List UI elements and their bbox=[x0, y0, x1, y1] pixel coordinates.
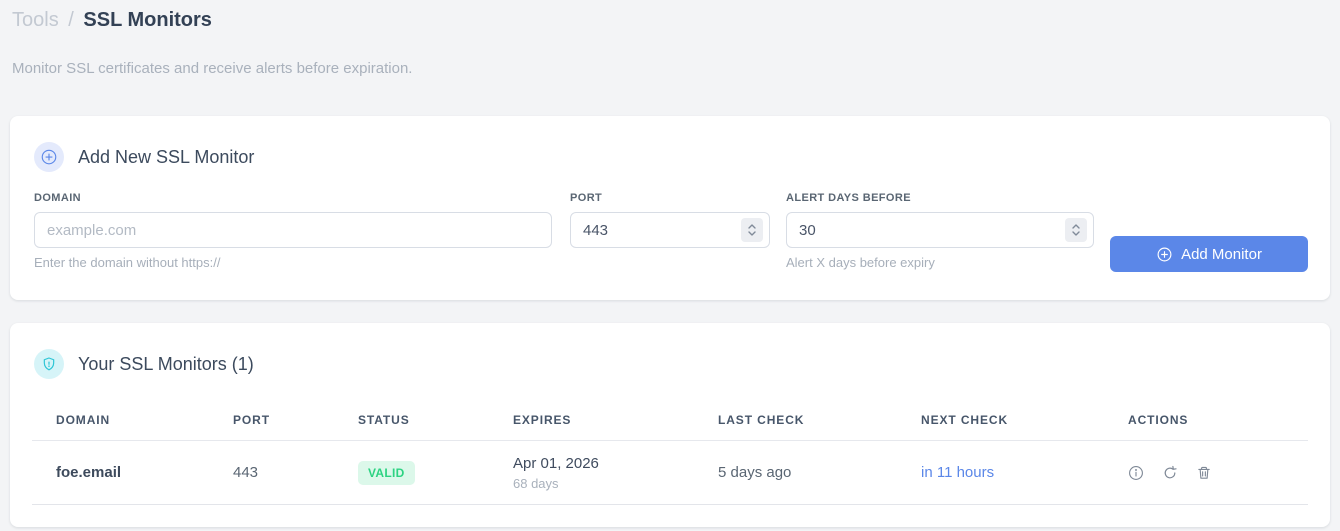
add-monitor-button[interactable]: Add Monitor bbox=[1110, 236, 1308, 272]
refresh-button[interactable] bbox=[1162, 465, 1178, 481]
monitor-domain: foe.email bbox=[32, 440, 233, 505]
add-monitor-card: Add New SSL Monitor DOMAIN Enter the dom… bbox=[10, 116, 1330, 300]
col-header-expires: EXPIRES bbox=[513, 391, 718, 441]
info-button[interactable] bbox=[1128, 465, 1144, 481]
table-row: foe.email 443 VALID Apr 01, 2026 68 days… bbox=[32, 440, 1308, 505]
monitor-actions-cell bbox=[1128, 440, 1308, 505]
domain-input[interactable] bbox=[34, 212, 552, 248]
col-header-actions: ACTIONS bbox=[1128, 391, 1308, 441]
col-header-next-check: NEXT CHECK bbox=[921, 391, 1128, 441]
port-stepper[interactable] bbox=[741, 218, 763, 242]
domain-helper: Enter the domain without https:// bbox=[34, 255, 221, 270]
domain-label: DOMAIN bbox=[34, 192, 82, 204]
col-header-port: PORT bbox=[233, 391, 358, 441]
refresh-icon bbox=[1162, 465, 1178, 481]
trash-icon bbox=[1196, 465, 1212, 481]
add-monitor-title: Add New SSL Monitor bbox=[78, 146, 255, 167]
add-monitor-button-label: Add Monitor bbox=[1181, 245, 1262, 263]
add-monitor-header: Add New SSL Monitor bbox=[10, 116, 1330, 172]
expires-days-remaining: 68 days bbox=[513, 475, 559, 491]
port-label: PORT bbox=[570, 192, 603, 204]
page-title: SSL Monitors bbox=[83, 9, 212, 31]
page-subtitle: Monitor SSL certificates and receive ale… bbox=[12, 60, 413, 77]
monitors-table: DOMAIN PORT STATUS EXPIRES LAST CHECK NE… bbox=[32, 391, 1308, 505]
breadcrumb: Tools / SSL Monitors bbox=[12, 8, 1328, 32]
monitor-expires-cell: Apr 01, 2026 68 days bbox=[513, 440, 718, 505]
col-header-domain: DOMAIN bbox=[32, 391, 233, 441]
alert-days-field-group: ALERT DAYS BEFORE Alert X days before ex… bbox=[786, 192, 1094, 270]
port-input[interactable] bbox=[570, 212, 770, 248]
monitor-port: 443 bbox=[233, 440, 358, 505]
monitor-last-check: 5 days ago bbox=[718, 440, 921, 505]
monitors-header: Your SSL Monitors (1) bbox=[10, 323, 1330, 379]
info-icon bbox=[1128, 465, 1144, 481]
circle-plus-icon bbox=[1156, 246, 1173, 263]
col-header-status: STATUS bbox=[358, 391, 513, 441]
delete-button[interactable] bbox=[1196, 465, 1212, 481]
monitor-next-check: in 11 hours bbox=[921, 440, 1128, 505]
domain-field-group: DOMAIN Enter the domain without https:// bbox=[34, 192, 552, 270]
status-badge: VALID bbox=[358, 460, 415, 485]
breadcrumb-separator: / bbox=[68, 9, 74, 31]
alert-days-label: ALERT DAYS BEFORE bbox=[786, 192, 911, 204]
alert-days-stepper[interactable] bbox=[1065, 218, 1087, 242]
expires-date: Apr 01, 2026 bbox=[513, 454, 599, 472]
alert-days-input[interactable] bbox=[786, 212, 1094, 248]
alert-days-helper: Alert X days before expiry bbox=[786, 255, 935, 270]
port-field-group: PORT bbox=[570, 192, 770, 248]
table-header-row: DOMAIN PORT STATUS EXPIRES LAST CHECK NE… bbox=[32, 391, 1308, 441]
add-monitor-form: DOMAIN Enter the domain without https://… bbox=[10, 172, 1330, 272]
col-header-last-check: LAST CHECK bbox=[718, 391, 921, 441]
breadcrumb-section[interactable]: Tools bbox=[12, 9, 59, 31]
page-header: Tools / SSL Monitors Monitor SSL certifi… bbox=[0, 0, 1340, 77]
shield-icon bbox=[34, 349, 64, 379]
monitor-status-cell: VALID bbox=[358, 440, 513, 505]
circle-plus-icon bbox=[34, 142, 64, 172]
monitors-title: Your SSL Monitors (1) bbox=[78, 353, 254, 374]
monitors-card: Your SSL Monitors (1) DOMAIN PORT STATUS… bbox=[10, 323, 1330, 527]
